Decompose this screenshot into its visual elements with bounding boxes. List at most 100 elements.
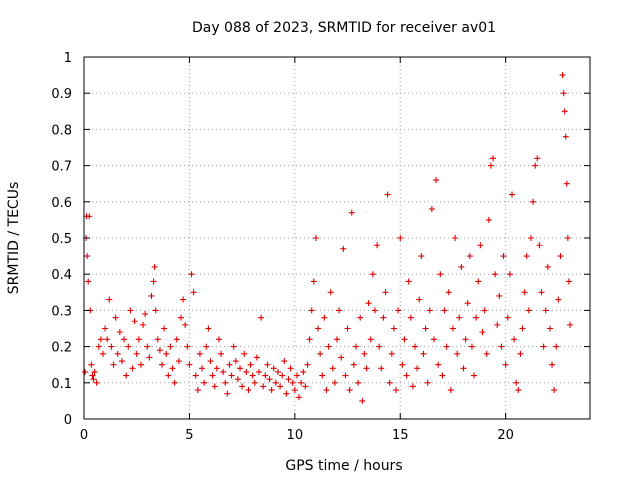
data-point xyxy=(255,368,262,375)
x-tick-label: 10 xyxy=(287,428,304,443)
data-point xyxy=(180,296,187,303)
data-point xyxy=(504,314,511,321)
data-point xyxy=(91,368,98,375)
data-point xyxy=(334,336,340,343)
x-tick-label: 15 xyxy=(392,428,409,443)
data-point xyxy=(222,379,229,386)
data-point xyxy=(245,387,252,394)
data-point xyxy=(361,350,368,357)
data-point xyxy=(551,387,558,394)
data-point xyxy=(365,300,372,307)
data-point xyxy=(133,350,140,357)
data-point xyxy=(546,325,553,332)
y-tick-label: 0 xyxy=(64,413,72,428)
data-point xyxy=(437,271,444,278)
data-point xyxy=(494,321,501,328)
data-point xyxy=(177,314,184,321)
data-point xyxy=(454,350,461,357)
data-point xyxy=(182,321,189,328)
data-point xyxy=(439,372,446,379)
data-point xyxy=(515,387,522,394)
data-point xyxy=(374,242,381,249)
data-point xyxy=(393,387,400,394)
data-point xyxy=(159,361,166,368)
data-point xyxy=(279,372,286,379)
data-point xyxy=(163,350,170,357)
data-point xyxy=(435,361,442,368)
data-point xyxy=(485,216,492,223)
data-point xyxy=(211,383,218,390)
data-point xyxy=(481,307,488,314)
data-point xyxy=(121,336,128,343)
data-point xyxy=(369,271,376,278)
data-point xyxy=(215,336,222,343)
data-point xyxy=(357,314,364,321)
data-point xyxy=(241,350,248,357)
data-point xyxy=(302,383,309,390)
data-point xyxy=(82,368,89,375)
data-point xyxy=(350,361,357,368)
data-point xyxy=(352,343,359,350)
y-tick-label: 0.5 xyxy=(51,232,72,247)
data-point xyxy=(203,343,210,350)
data-point xyxy=(532,162,539,169)
data-point xyxy=(390,325,397,332)
data-point xyxy=(129,365,136,372)
data-point xyxy=(563,180,570,187)
chart-title: Day 088 of 2023, SRMTID for receiver av0… xyxy=(192,20,496,36)
data-point xyxy=(146,354,153,361)
data-point xyxy=(110,361,117,368)
data-point xyxy=(559,72,566,79)
data-point xyxy=(97,336,104,343)
data-point xyxy=(264,361,271,368)
data-point xyxy=(268,387,275,394)
x-tick-label: 20 xyxy=(497,428,514,443)
data-point xyxy=(243,368,250,375)
data-point xyxy=(443,343,450,350)
data-point xyxy=(471,372,478,379)
data-point xyxy=(84,253,91,260)
x-tick-label: 0 xyxy=(80,428,88,443)
data-point xyxy=(527,235,534,241)
data-point xyxy=(112,314,119,321)
data-point xyxy=(560,90,567,97)
data-point xyxy=(228,372,235,379)
data-point xyxy=(409,383,416,390)
data-point xyxy=(175,358,182,365)
data-point xyxy=(553,343,560,350)
y-tick-label: 0.4 xyxy=(51,268,72,283)
data-point xyxy=(371,307,378,314)
data-point xyxy=(293,372,300,379)
data-point xyxy=(152,307,159,314)
data-point xyxy=(420,350,427,357)
data-point xyxy=(108,343,115,350)
data-point xyxy=(502,361,509,368)
data-point xyxy=(336,307,343,314)
data-point xyxy=(536,242,543,249)
data-point xyxy=(412,343,419,350)
data-point xyxy=(346,387,353,394)
data-point xyxy=(86,213,93,220)
data-point xyxy=(188,271,195,278)
data-point xyxy=(329,365,336,372)
data-point xyxy=(156,347,163,354)
data-point xyxy=(253,354,260,361)
data-point xyxy=(562,133,569,140)
data-point xyxy=(125,343,132,350)
data-point xyxy=(300,368,307,375)
data-point xyxy=(348,209,355,216)
data-point xyxy=(466,253,473,260)
data-point xyxy=(131,318,138,325)
data-point xyxy=(544,263,551,270)
data-point xyxy=(251,379,258,386)
data-point xyxy=(540,343,547,350)
data-point xyxy=(118,358,125,365)
x-tick-labels: 0 5 10 15 20 xyxy=(80,428,514,443)
y-axis-label: SRMTID / TECUs xyxy=(6,182,22,295)
data-point xyxy=(340,245,347,252)
data-point xyxy=(367,336,374,343)
data-point xyxy=(401,336,408,343)
data-point xyxy=(355,379,362,386)
data-point xyxy=(557,253,564,260)
y-tick-label: 0.7 xyxy=(51,160,72,175)
